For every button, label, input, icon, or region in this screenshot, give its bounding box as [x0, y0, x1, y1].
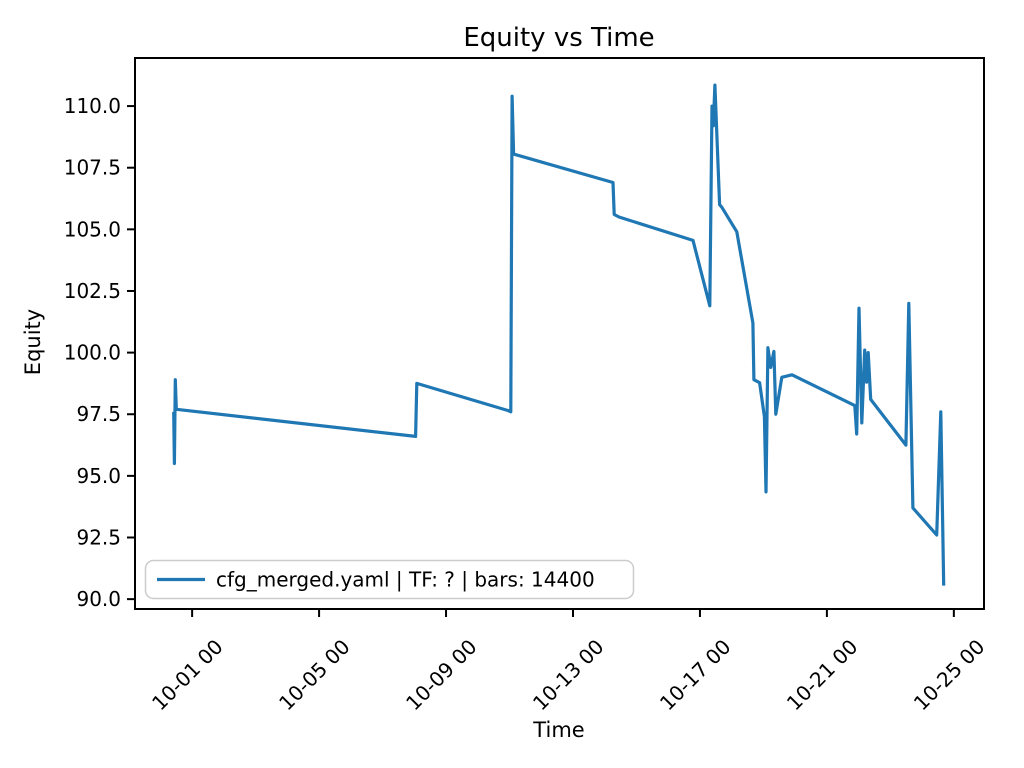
plot-frame [134, 57, 985, 610]
y-tick-label: 90.0 [76, 587, 121, 611]
line-layer [172, 83, 946, 586]
x-tick-label: 10-09 00 [401, 635, 482, 716]
equity-line [172, 83, 946, 586]
y-tick-label: 100.0 [64, 341, 121, 365]
legend: cfg_merged.yaml | TF: ? | bars: 14400 [144, 559, 635, 600]
x-tick-label: 10-13 00 [528, 635, 609, 716]
y-tick-label: 92.5 [76, 526, 121, 550]
y-axis-label: Equity [21, 309, 45, 375]
x-tick-label: 10-21 00 [782, 635, 863, 716]
y-tick-label: 107.5 [64, 156, 121, 180]
y-tick-label: 110.0 [64, 94, 121, 118]
legend-series-label: cfg_merged.yaml | TF: ? | bars: 14400 [216, 568, 595, 592]
x-tick-label: 10-25 00 [909, 635, 990, 716]
y-tick-label: 97.5 [76, 402, 121, 426]
chart-title: Equity vs Time [463, 23, 654, 53]
y-tick-label: 102.5 [64, 279, 121, 303]
legend-box [144, 559, 635, 600]
x-tick-label: 10-05 00 [274, 635, 355, 716]
x-tick-label: 10-17 00 [655, 635, 736, 716]
y-tick-label: 105.0 [64, 217, 121, 241]
x-axis-label: Time [532, 718, 584, 742]
y-tick-label: 95.0 [76, 464, 121, 488]
x-tick-label: 10-01 00 [147, 635, 228, 716]
